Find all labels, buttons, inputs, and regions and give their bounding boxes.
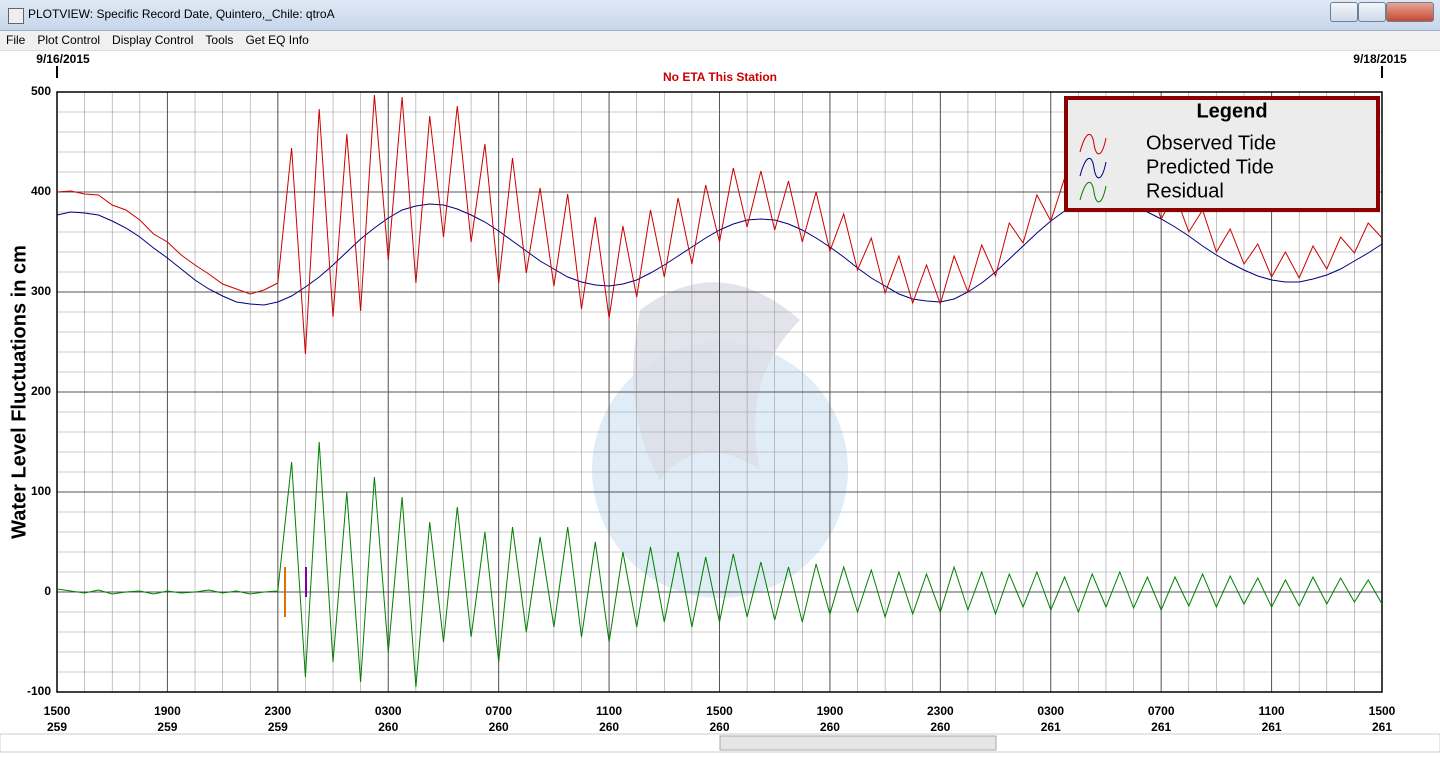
y-tick-label: 500 xyxy=(31,84,51,98)
menu-item[interactable]: File xyxy=(6,33,26,47)
date-label: 9/16/2015 xyxy=(36,52,90,66)
x-tick-day: 261 xyxy=(1372,720,1392,734)
scrollbar[interactable] xyxy=(0,733,1440,753)
x-tick-label: 1100 xyxy=(596,704,622,718)
x-tick-day: 260 xyxy=(930,720,950,734)
maximize-button[interactable] xyxy=(1358,2,1386,22)
x-tick-label: 0300 xyxy=(1037,704,1064,718)
legend-swatch xyxy=(1079,134,1107,155)
menu-item[interactable]: Tools xyxy=(205,33,234,47)
legend-swatch xyxy=(1079,158,1107,179)
x-tick-label: 2300 xyxy=(927,704,954,718)
menu-item[interactable]: Display Control xyxy=(112,33,194,47)
window-title: PLOTVIEW: Specific Record Date, Quintero… xyxy=(28,7,335,21)
minimize-button[interactable] xyxy=(1330,2,1358,22)
x-tick-label: 2300 xyxy=(264,704,291,718)
y-tick-label: -100 xyxy=(27,684,51,698)
legend-label: Observed Tide xyxy=(1146,132,1276,154)
y-tick-label: 0 xyxy=(44,584,51,598)
menu-item[interactable]: Plot Control xyxy=(37,33,101,47)
date-label: 9/18/2015 xyxy=(1353,52,1407,66)
x-tick-label: 1500 xyxy=(1369,704,1396,718)
x-tick-label: 1500 xyxy=(706,704,733,718)
app-icon xyxy=(8,8,24,24)
x-tick-label: 0700 xyxy=(485,704,512,718)
legend-swatch xyxy=(1079,182,1107,203)
legend-box xyxy=(1064,96,1380,212)
close-button[interactable] xyxy=(1386,2,1434,22)
x-tick-day: 261 xyxy=(1151,720,1171,734)
menu-bar: File Plot Control Display Control Tools Get … xyxy=(0,31,1440,51)
x-tick-day: 261 xyxy=(1041,720,1061,734)
x-tick-day: 259 xyxy=(268,720,288,734)
x-tick-day: 260 xyxy=(820,720,840,734)
subtitle: No ETA This Station xyxy=(663,70,777,84)
series-line xyxy=(56,94,1383,355)
x-tick-label: 1900 xyxy=(154,704,181,718)
legend-label: Predicted Tide xyxy=(1146,156,1274,178)
y-tick-label: 200 xyxy=(31,384,51,398)
x-tick-day: 261 xyxy=(1262,720,1282,734)
x-tick-day: 260 xyxy=(378,720,398,734)
menu-item[interactable]: Get EQ Info xyxy=(245,33,309,47)
x-tick-day: 260 xyxy=(709,720,729,734)
x-tick-day: 259 xyxy=(157,720,177,734)
y-axis-label: Water Level Fluctuations in cm xyxy=(8,245,30,539)
y-tick-label: 400 xyxy=(31,184,51,198)
chart: -100 0 100 200 300 400 500 1500 259 1900 259 2300 25… xyxy=(0,52,1440,753)
x-tick-label: 0300 xyxy=(375,704,402,718)
series-line xyxy=(56,441,1383,688)
scrollbar-thumb[interactable] xyxy=(719,735,997,751)
legend-title: Legend xyxy=(1196,100,1267,122)
legend-label: Residual xyxy=(1146,180,1224,202)
x-tick-label: 1900 xyxy=(817,704,844,718)
y-tick-label: 100 xyxy=(31,484,51,498)
plot-frame xyxy=(56,91,1383,693)
x-tick-label: 1500 xyxy=(44,704,71,718)
x-tick-label: 0700 xyxy=(1148,704,1175,718)
x-tick-day: 260 xyxy=(489,720,509,734)
title-bar: PLOTVIEW: Specific Record Date, Quintero… xyxy=(0,0,1440,31)
x-tick-label: 1100 xyxy=(1259,704,1285,718)
x-tick-day: 260 xyxy=(599,720,619,734)
y-tick-label: 300 xyxy=(31,284,51,298)
x-tick-day: 259 xyxy=(47,720,67,734)
